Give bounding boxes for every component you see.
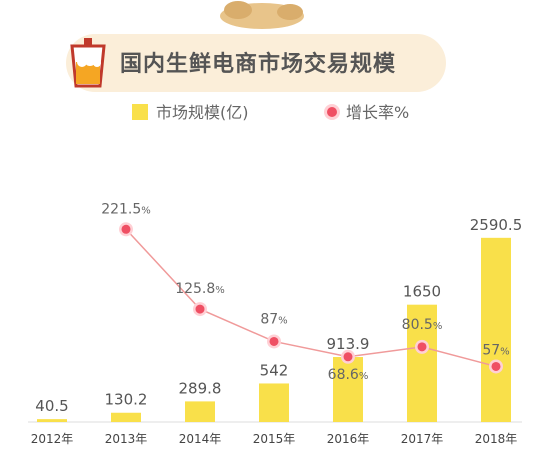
growth-rate-unit-3: % [278, 315, 288, 326]
growth-rate-label-3: 87% [260, 311, 287, 327]
growth-rate-label-4: 68.6% [328, 367, 369, 383]
growth-rate-unit-4: % [359, 371, 369, 382]
x-tick-label-4: 2016年 [327, 432, 370, 446]
bar-3 [259, 383, 289, 422]
bar-2 [185, 401, 215, 422]
legend-bar-swatch [132, 104, 148, 120]
bar-value-label-1: 130.2 [105, 391, 148, 409]
labels-layer: 40.5 2012年 130.2 2013年 289.8 2014年 542 2015年 913… [31, 201, 523, 446]
growth-rate-unit-2: % [215, 285, 225, 296]
bar-value-label-6: 2590.5 [470, 216, 523, 234]
growth-marker-5 [417, 342, 427, 352]
bar-value-label-3: 542 [260, 361, 289, 379]
bar-value-label-5: 1650 [403, 283, 441, 301]
bar-value-label-2: 289.8 [179, 379, 222, 397]
growth-rate-unit-5: % [433, 321, 443, 332]
bars-layer [37, 237, 511, 422]
growth-rate-unit-1: % [141, 205, 151, 216]
bar-4 [333, 357, 363, 422]
growth-marker-6 [491, 361, 501, 371]
x-tick-label-3: 2015年 [253, 432, 296, 446]
growth-marker-1 [121, 224, 131, 234]
growth-rate-label-6: 57% [482, 342, 509, 358]
legend-line-marker-core [327, 107, 337, 117]
bar-value-label-0: 40.5 [35, 397, 68, 415]
growth-rate-label-5: 80.5% [402, 317, 443, 333]
bar-value-label-4: 913.9 [327, 335, 370, 353]
growth-line-layer [119, 222, 503, 374]
chart-title: 国内生鲜电商市场交易规模 [120, 52, 397, 77]
title-banner [66, 34, 446, 92]
legend-bar-label: 市场规模(亿) [156, 103, 249, 122]
growth-marker-2 [195, 304, 205, 314]
bar-5 [407, 304, 437, 422]
x-tick-label-5: 2017年 [401, 432, 444, 446]
growth-rate-unit-6: % [500, 346, 510, 357]
ginger-decoration-icon [220, 1, 304, 29]
drink-cup-icon [70, 38, 106, 88]
bar-1 [111, 412, 141, 422]
legend-line-label: 增长率% [346, 103, 409, 122]
growth-rate-label-1: 221.5% [101, 201, 151, 217]
x-tick-label-2: 2014年 [179, 432, 222, 446]
growth-rate-line [125, 228, 497, 368]
x-tick-label-0: 2012年 [31, 432, 74, 446]
growth-marker-3 [269, 336, 279, 346]
x-tick-label-6: 2018年 [475, 432, 518, 446]
x-tick-label-1: 2013年 [105, 432, 148, 446]
growth-rate-label-2: 125.8% [175, 281, 225, 297]
bar-6 [481, 237, 511, 422]
bar-0 [37, 419, 67, 422]
growth-marker-4 [343, 352, 353, 362]
